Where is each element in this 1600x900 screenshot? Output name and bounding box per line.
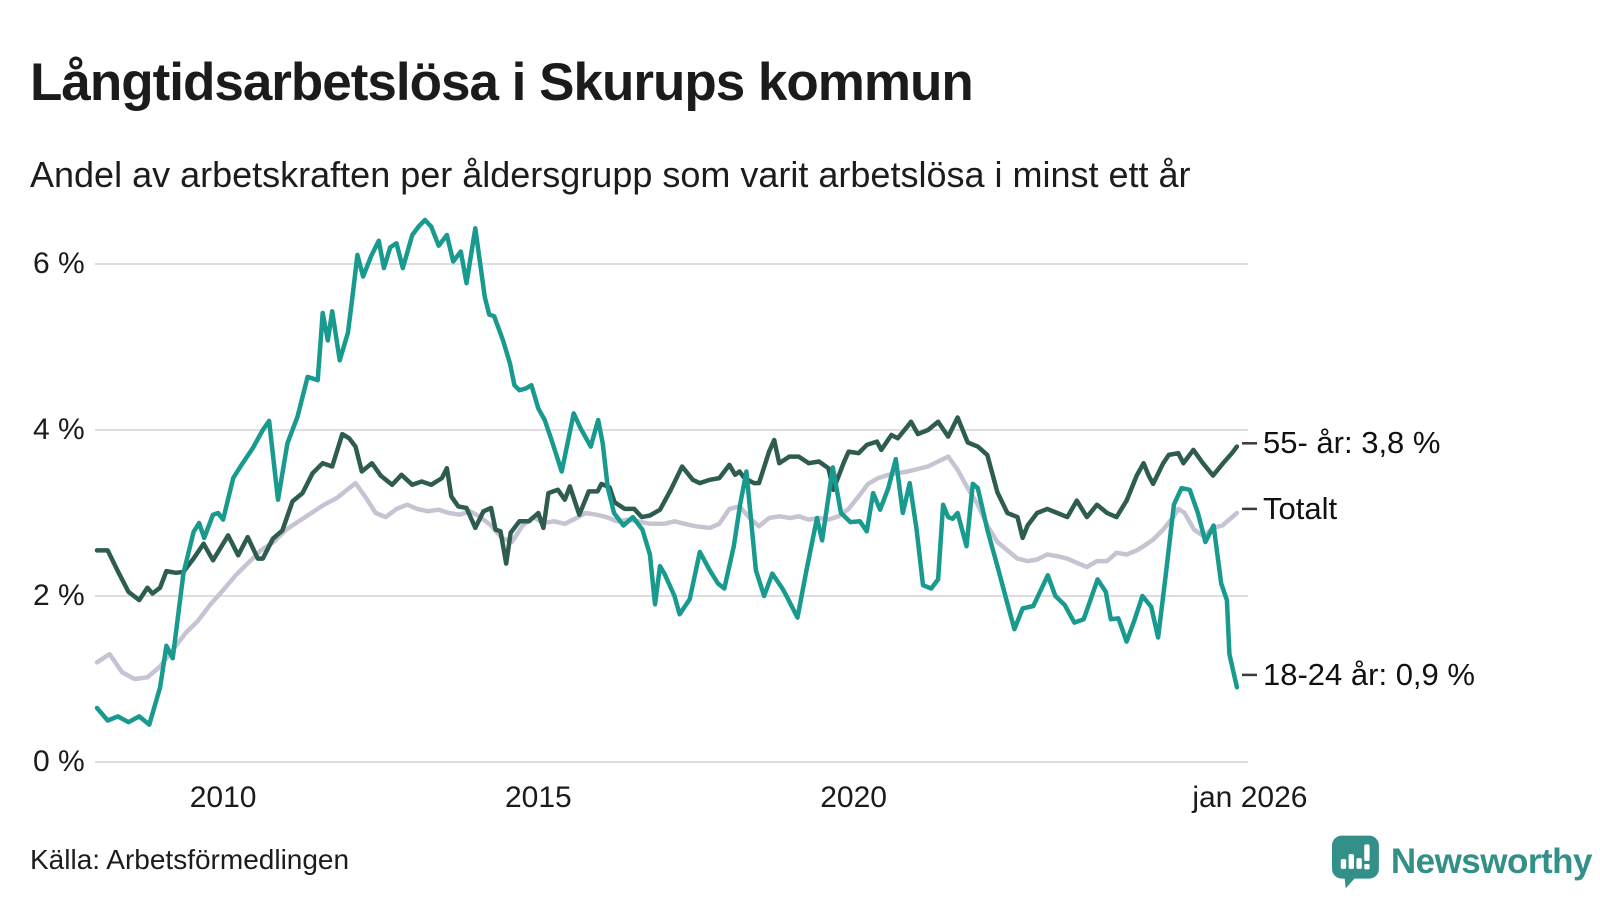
series-end-label-18-24-ar: 18-24 år: 0,9 %	[1263, 656, 1475, 692]
series-end-label-55-ar: 55- år: 3,8 %	[1263, 425, 1441, 461]
y-axis-tick-label: 2 %	[33, 579, 85, 612]
x-axis-tick-label: 2020	[820, 781, 887, 814]
x-axis-tick-label: jan 2026	[1192, 781, 1308, 814]
chart-title: Långtidsarbetslösa i Skurups kommun	[30, 52, 974, 112]
x-axis-tick-label: 2015	[504, 781, 572, 814]
x-axis-tick-label: 2010	[189, 781, 257, 814]
chart-subtitle: Andel av arbetskraften per åldersgrupp s…	[30, 154, 1191, 195]
series-end-label-totalt: Totalt	[1263, 490, 1338, 526]
source-label: Källa: Arbetsförmedlingen	[30, 844, 350, 875]
series-line-55-r	[94, 415, 1240, 603]
y-axis-tick-label: 4 %	[33, 413, 85, 446]
y-axis-tick-label: 6 %	[33, 247, 85, 280]
y-axis-tick-label: 0 %	[33, 745, 85, 778]
newsworthy-bar-chart-bubble-icon	[1332, 835, 1379, 889]
series-line-18-24r	[94, 217, 1240, 727]
newsworthy-logo: Newsworthy	[1332, 835, 1593, 889]
newsworthy-logo-text: Newsworthy	[1390, 842, 1593, 881]
series-line-Totalt	[94, 454, 1240, 682]
